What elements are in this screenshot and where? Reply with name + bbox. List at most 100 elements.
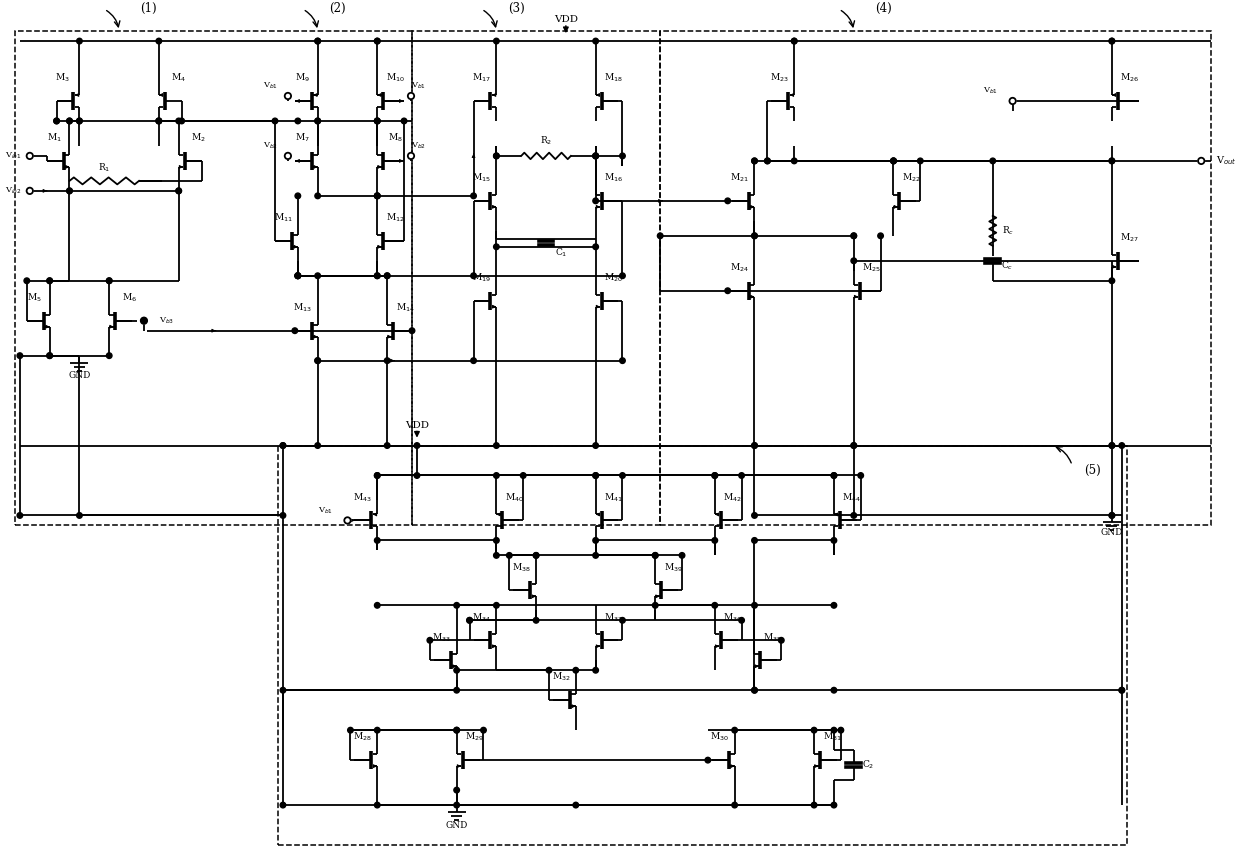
- Text: R$_c$: R$_c$: [1002, 224, 1014, 237]
- Circle shape: [593, 473, 599, 478]
- Text: (3): (3): [508, 2, 525, 15]
- Circle shape: [494, 603, 500, 608]
- Circle shape: [315, 38, 320, 44]
- Circle shape: [1118, 687, 1125, 693]
- Circle shape: [890, 158, 897, 163]
- Circle shape: [384, 443, 389, 448]
- Circle shape: [374, 38, 379, 44]
- Text: (4): (4): [875, 2, 892, 15]
- Circle shape: [1109, 443, 1115, 448]
- Circle shape: [47, 278, 52, 284]
- Circle shape: [573, 802, 579, 808]
- Text: M$_2$: M$_2$: [191, 132, 206, 144]
- Circle shape: [315, 193, 320, 199]
- Circle shape: [751, 603, 758, 608]
- Text: M$_{28}$: M$_{28}$: [353, 731, 372, 743]
- Text: M$_{33}$: M$_{33}$: [433, 631, 451, 643]
- Text: M$_{37}$: M$_{37}$: [604, 611, 622, 623]
- Text: M$_{14}$: M$_{14}$: [396, 302, 414, 314]
- Circle shape: [831, 473, 837, 478]
- Circle shape: [712, 473, 718, 478]
- Circle shape: [374, 118, 379, 124]
- Circle shape: [408, 153, 414, 159]
- Circle shape: [573, 667, 579, 673]
- Circle shape: [454, 687, 460, 693]
- Circle shape: [53, 118, 60, 124]
- Circle shape: [593, 198, 599, 204]
- Circle shape: [593, 153, 599, 159]
- Circle shape: [156, 118, 161, 124]
- Circle shape: [17, 513, 22, 519]
- Circle shape: [454, 603, 460, 608]
- Circle shape: [402, 118, 407, 124]
- Circle shape: [765, 158, 770, 163]
- Circle shape: [1109, 158, 1115, 163]
- Text: M$_8$: M$_8$: [388, 132, 403, 144]
- Text: V$_{b1}$: V$_{b1}$: [982, 86, 998, 96]
- Circle shape: [546, 667, 552, 673]
- Circle shape: [176, 188, 181, 194]
- Circle shape: [1109, 278, 1115, 284]
- Circle shape: [725, 198, 730, 204]
- Circle shape: [374, 538, 379, 544]
- Text: M$_{44}$: M$_{44}$: [842, 491, 862, 504]
- Circle shape: [427, 637, 433, 643]
- Circle shape: [1109, 38, 1115, 44]
- Circle shape: [295, 273, 300, 279]
- Circle shape: [293, 328, 298, 334]
- Circle shape: [593, 38, 599, 44]
- Circle shape: [521, 473, 526, 478]
- Text: R$_1$: R$_1$: [98, 162, 110, 174]
- Circle shape: [1109, 443, 1115, 448]
- Circle shape: [47, 353, 52, 359]
- Circle shape: [156, 118, 161, 124]
- Text: M$_{17}$: M$_{17}$: [472, 71, 491, 84]
- Circle shape: [315, 118, 320, 124]
- Text: M$_{35}$: M$_{35}$: [763, 631, 781, 643]
- Text: M$_{39}$: M$_{39}$: [663, 561, 682, 574]
- Circle shape: [593, 553, 599, 558]
- Circle shape: [295, 273, 300, 279]
- Circle shape: [1198, 157, 1204, 164]
- Circle shape: [107, 278, 112, 284]
- Text: M$_{26}$: M$_{26}$: [1120, 71, 1140, 84]
- Circle shape: [280, 802, 285, 808]
- Circle shape: [712, 538, 718, 544]
- Circle shape: [494, 38, 500, 44]
- Text: M$_{22}$: M$_{22}$: [901, 172, 921, 184]
- Circle shape: [739, 617, 744, 624]
- Circle shape: [107, 278, 112, 284]
- Text: M$_{12}$: M$_{12}$: [386, 212, 404, 224]
- Circle shape: [652, 603, 658, 608]
- Circle shape: [593, 153, 599, 159]
- Circle shape: [1118, 443, 1125, 448]
- Circle shape: [620, 358, 625, 364]
- Text: M$_6$: M$_6$: [122, 292, 136, 304]
- Text: V$_{b3}$: V$_{b3}$: [159, 316, 174, 326]
- Circle shape: [751, 443, 758, 448]
- Circle shape: [280, 513, 285, 519]
- Circle shape: [751, 158, 758, 163]
- Circle shape: [454, 667, 460, 673]
- Circle shape: [347, 728, 353, 733]
- Circle shape: [533, 553, 539, 558]
- Text: M$_{29}$: M$_{29}$: [465, 731, 484, 743]
- Circle shape: [280, 443, 285, 448]
- Text: R$_2$: R$_2$: [539, 135, 552, 147]
- Circle shape: [374, 118, 379, 124]
- Circle shape: [878, 233, 883, 238]
- Circle shape: [751, 687, 758, 693]
- Circle shape: [374, 473, 379, 478]
- Circle shape: [593, 473, 599, 478]
- Text: V$_{out}$: V$_{out}$: [1216, 155, 1236, 168]
- Text: M$_{30}$: M$_{30}$: [711, 731, 729, 743]
- Circle shape: [374, 118, 379, 124]
- Circle shape: [1109, 513, 1115, 519]
- Circle shape: [454, 787, 460, 793]
- Circle shape: [53, 118, 60, 124]
- Circle shape: [47, 278, 52, 284]
- Circle shape: [47, 353, 52, 359]
- Circle shape: [384, 358, 389, 364]
- Circle shape: [831, 728, 837, 733]
- Circle shape: [67, 118, 72, 124]
